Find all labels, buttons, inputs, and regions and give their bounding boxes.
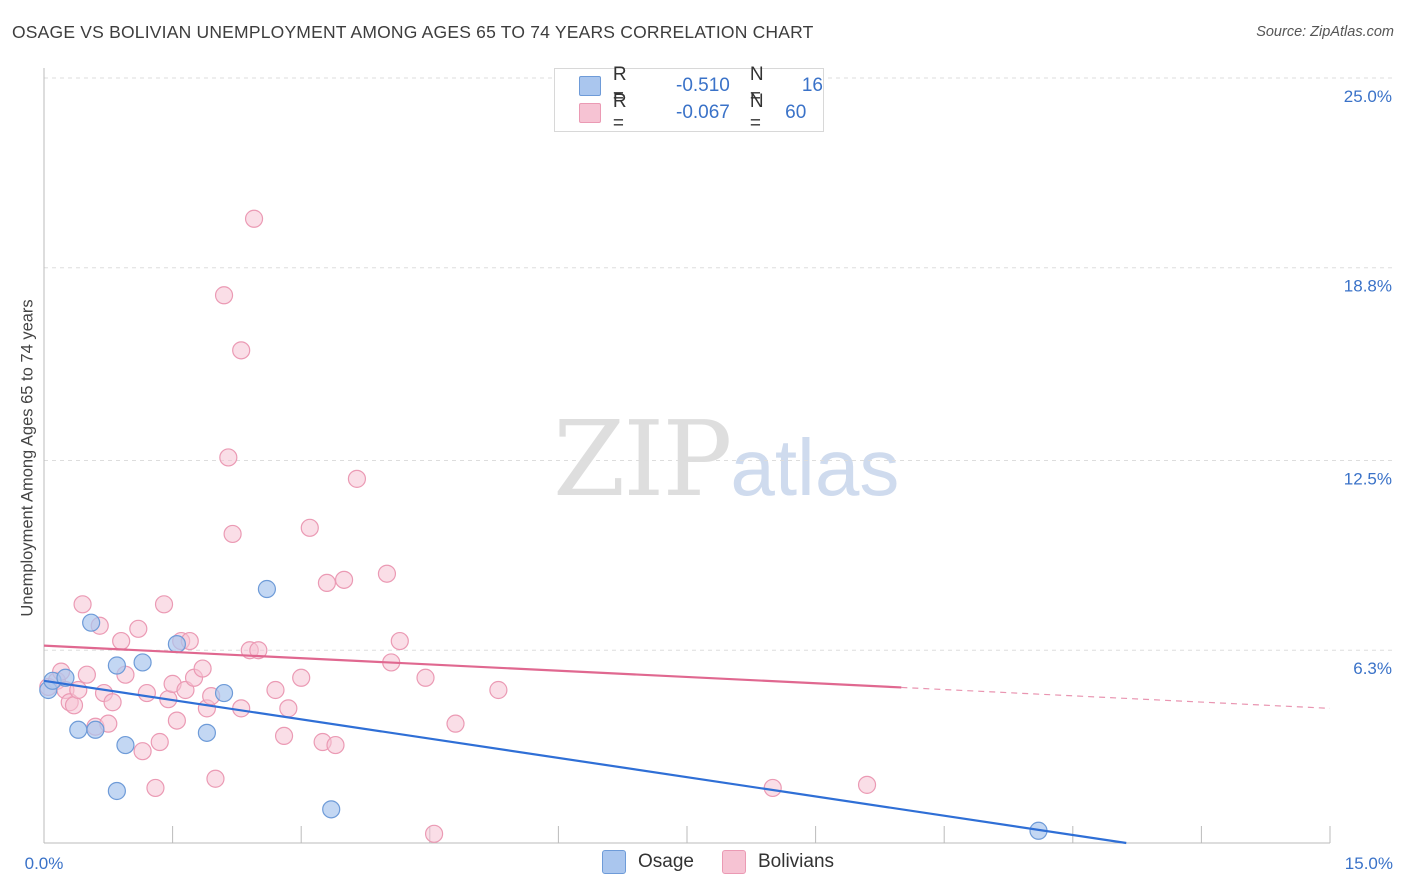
bolivians-point bbox=[763, 778, 782, 798]
osage-swatch bbox=[579, 76, 601, 96]
bolivians-point bbox=[274, 726, 294, 746]
y-axis-label: Unemployment Among Ages 65 to 74 years bbox=[18, 299, 37, 617]
bottom-bolivians-swatch bbox=[722, 850, 746, 874]
bolivians-point bbox=[279, 699, 298, 718]
bolivians-point bbox=[249, 641, 268, 660]
osage-point bbox=[133, 653, 152, 672]
bolivians-point bbox=[424, 824, 444, 843]
bolivians-point bbox=[223, 524, 242, 544]
osage-r-value: -0.510 bbox=[676, 75, 730, 96]
bolivians-point bbox=[347, 469, 367, 488]
bolivians-point bbox=[73, 595, 92, 614]
bottom-legend-osage: Osage bbox=[602, 850, 694, 874]
bolivians-point bbox=[489, 680, 508, 700]
bolivians-point bbox=[390, 631, 409, 651]
bolivians-point bbox=[232, 341, 251, 360]
bolivians-point bbox=[129, 619, 148, 638]
bolivians-trend-dashed bbox=[901, 686, 1331, 709]
osage-point bbox=[167, 634, 186, 654]
bolivians-point bbox=[857, 775, 877, 794]
bolivians-point bbox=[137, 683, 156, 703]
bolivians-point bbox=[112, 631, 131, 651]
bolivians-point bbox=[334, 570, 354, 589]
osage-n-label: N = bbox=[749, 64, 764, 107]
bolivians-point bbox=[206, 769, 225, 788]
osage-point bbox=[322, 800, 341, 819]
bolivians-point bbox=[244, 209, 264, 228]
osage-n-value: 16 bbox=[801, 75, 823, 96]
bolivians-point bbox=[266, 680, 285, 700]
y-tick-label: 18.8% bbox=[1344, 277, 1392, 296]
osage-point bbox=[197, 723, 216, 742]
bottom-bolivians-label: Bolivians bbox=[758, 851, 835, 872]
chart-title: OSAGE VS BOLIVIAN UNEMPLOYMENT AMONG AGE… bbox=[12, 22, 814, 42]
bolivians-point bbox=[77, 665, 96, 684]
bottom-legend-bolivians: Bolivians bbox=[722, 850, 834, 874]
stats-legend: R = -0.510 N = 16 R = -0.067 N = 60 bbox=[554, 64, 824, 134]
bolivians-point bbox=[219, 448, 238, 467]
bolivians-point bbox=[377, 564, 397, 583]
bolivians-r-label: R = bbox=[612, 91, 627, 134]
osage-r-label: R = bbox=[612, 64, 627, 107]
bolivians-r-value: -0.067 bbox=[676, 102, 730, 123]
bolivians-point bbox=[133, 742, 152, 761]
osage-point bbox=[257, 579, 277, 599]
osage-point bbox=[107, 781, 126, 801]
osage-point bbox=[56, 668, 75, 687]
y-tick-label: 25.0% bbox=[1344, 87, 1392, 106]
bottom-osage-label: Osage bbox=[638, 851, 694, 872]
bottom-osage-swatch bbox=[602, 850, 626, 874]
bolivians-point bbox=[64, 696, 84, 715]
x-tick-label-min: 0.0% bbox=[25, 854, 64, 873]
bolivians-point bbox=[292, 668, 311, 687]
osage-point bbox=[82, 613, 101, 632]
bolivians-point bbox=[326, 735, 345, 755]
bolivians-trend-line bbox=[43, 644, 902, 689]
bolivians-swatch bbox=[579, 103, 601, 123]
osage-trend-line bbox=[43, 679, 1127, 845]
legend-row-bolivians: R = -0.067 N = 60 bbox=[579, 91, 823, 134]
bolivians-point bbox=[146, 778, 165, 798]
bolivians-point bbox=[154, 595, 174, 614]
watermark: ZIPatlas bbox=[553, 398, 899, 520]
bolivians-point bbox=[193, 659, 212, 678]
bolivians-point bbox=[214, 286, 234, 305]
y-tick-label: 12.5% bbox=[1344, 470, 1392, 489]
osage-point bbox=[107, 656, 126, 675]
osage-point bbox=[116, 735, 135, 755]
legend-row-osage: R = -0.510 N = 16 bbox=[579, 64, 823, 107]
bolivians-point bbox=[232, 699, 251, 718]
watermark-zip: ZIP bbox=[553, 398, 732, 520]
bolivians-n-value: 60 bbox=[785, 102, 807, 123]
source-credit: Source: ZipAtlas.com bbox=[1256, 24, 1394, 40]
osage-point bbox=[69, 720, 88, 739]
watermark-atlas: atlas bbox=[730, 423, 900, 512]
bolivians-point bbox=[150, 732, 169, 752]
osage-point bbox=[214, 683, 234, 703]
osage-point bbox=[86, 720, 105, 739]
bolivians-point bbox=[103, 693, 122, 712]
x-tick-label-max: 15.0% bbox=[1345, 854, 1393, 873]
bolivians-point bbox=[317, 573, 337, 593]
y-tick-label: 6.3% bbox=[1353, 659, 1392, 678]
bolivians-point bbox=[300, 518, 319, 537]
bolivians-point bbox=[167, 711, 186, 730]
bolivians-point bbox=[416, 668, 435, 687]
bolivians-n-label: N = bbox=[749, 91, 764, 134]
bolivians-point bbox=[446, 714, 465, 733]
